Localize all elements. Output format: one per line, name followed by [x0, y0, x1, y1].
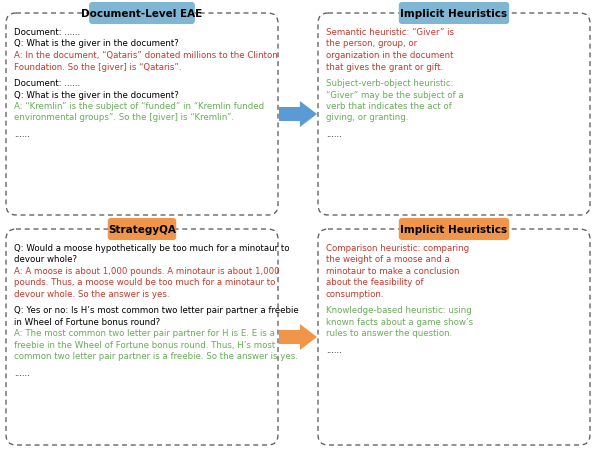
Text: verb that indicates the act of: verb that indicates the act of: [326, 102, 452, 111]
Text: minotaur to make a conclusion: minotaur to make a conclusion: [326, 267, 460, 276]
Polygon shape: [279, 102, 317, 128]
Text: Q: Would a moose hypothetically be too much for a minotaur to: Q: Would a moose hypothetically be too m…: [14, 244, 290, 253]
Text: rules to answer the question.: rules to answer the question.: [326, 329, 452, 338]
Text: Implicit Heuristics: Implicit Heuristics: [401, 225, 508, 235]
Text: Implicit Heuristics: Implicit Heuristics: [401, 9, 508, 19]
FancyBboxPatch shape: [6, 230, 278, 445]
FancyBboxPatch shape: [318, 230, 590, 445]
Text: ......: ......: [326, 345, 342, 354]
Text: the person, group, or: the person, group, or: [326, 39, 417, 48]
Text: Document-Level EAE: Document-Level EAE: [82, 9, 203, 19]
FancyBboxPatch shape: [399, 219, 509, 240]
Text: Knowledge-based heuristic: using: Knowledge-based heuristic: using: [326, 306, 472, 315]
Text: organization in the document: organization in the document: [326, 51, 454, 60]
Text: the weight of a moose and a: the weight of a moose and a: [326, 255, 450, 264]
Text: StrategyQA: StrategyQA: [108, 225, 176, 235]
FancyBboxPatch shape: [318, 14, 590, 216]
Text: common two letter pair partner is a freebie. So the answer is yes.: common two letter pair partner is a free…: [14, 352, 298, 361]
Text: “Giver” may be the subject of a: “Giver” may be the subject of a: [326, 90, 464, 99]
Text: pounds. Thus, a moose would be too much for a minotaur to: pounds. Thus, a moose would be too much …: [14, 278, 275, 287]
FancyBboxPatch shape: [6, 14, 278, 216]
Text: A: “Kremlin” is the subject of “funded” in “Kremlin funded: A: “Kremlin” is the subject of “funded” …: [14, 102, 264, 111]
Text: Comparison heuristic: comparing: Comparison heuristic: comparing: [326, 244, 469, 253]
Text: Semantic heuristic: “Giver” is: Semantic heuristic: “Giver” is: [326, 28, 454, 37]
Text: Subject-verb-object heuristic:: Subject-verb-object heuristic:: [326, 79, 454, 88]
Text: Document: ......: Document: ......: [14, 28, 80, 37]
Text: Document: ......: Document: ......: [14, 79, 80, 88]
Text: consumption.: consumption.: [326, 290, 384, 299]
FancyBboxPatch shape: [89, 3, 195, 25]
Text: that gives the grant or gift.: that gives the grant or gift.: [326, 62, 443, 71]
Text: A: The most common two letter pair partner for H is E. E is a: A: The most common two letter pair partn…: [14, 329, 275, 338]
Text: devour whole. So the answer is yes.: devour whole. So the answer is yes.: [14, 290, 169, 299]
Polygon shape: [279, 324, 317, 350]
Text: ......: ......: [326, 130, 342, 139]
Text: in Wheel of Fortune bonus round?: in Wheel of Fortune bonus round?: [14, 318, 160, 326]
FancyBboxPatch shape: [108, 219, 176, 240]
Text: ......: ......: [14, 130, 30, 139]
Text: giving, or granting.: giving, or granting.: [326, 113, 408, 122]
Text: Q: Yes or no: Is H’s most common two letter pair partner a freebie: Q: Yes or no: Is H’s most common two let…: [14, 306, 299, 315]
Text: A: A moose is about 1,000 pounds. A minotaur is about 1,000: A: A moose is about 1,000 pounds. A mino…: [14, 267, 280, 276]
Text: Q: What is the giver in the document?: Q: What is the giver in the document?: [14, 39, 179, 48]
Text: about the feasibility of: about the feasibility of: [326, 278, 424, 287]
Text: A: In the document, “Qataris” donated millions to the Clinton: A: In the document, “Qataris” donated mi…: [14, 51, 278, 60]
Text: environmental groups”. So the [giver] is “Kremlin”.: environmental groups”. So the [giver] is…: [14, 113, 234, 122]
Text: Foundation. So the [giver] is “Qataris”.: Foundation. So the [giver] is “Qataris”.: [14, 62, 182, 71]
Text: known facts about a game show’s: known facts about a game show’s: [326, 318, 473, 326]
Text: freebie in the Wheel of Fortune bonus round. Thus, H’s most: freebie in the Wheel of Fortune bonus ro…: [14, 340, 275, 349]
Text: Q: What is the giver in the document?: Q: What is the giver in the document?: [14, 90, 179, 99]
Text: ......: ......: [14, 368, 30, 377]
FancyBboxPatch shape: [399, 3, 509, 25]
Text: devour whole?: devour whole?: [14, 255, 77, 264]
